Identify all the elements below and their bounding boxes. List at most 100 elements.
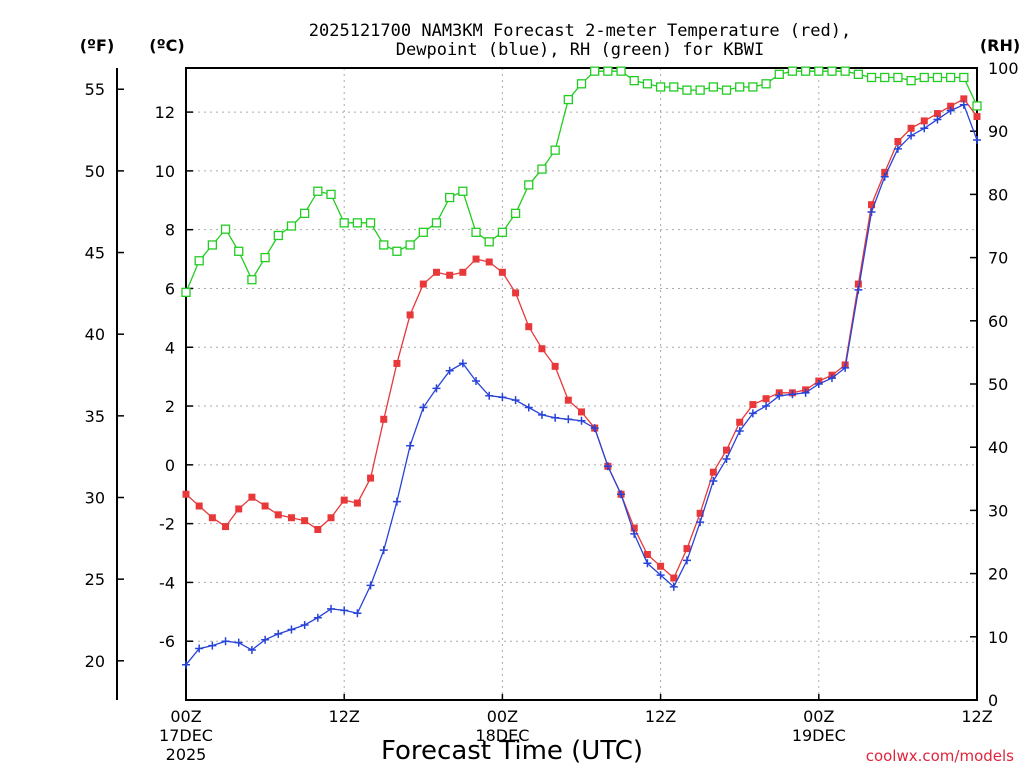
x-tick-label: 12Z [329,707,360,726]
fahrenheit-tick-label: 40 [85,325,105,344]
dewpoint-point [485,391,494,400]
temperature-point [459,268,467,276]
chart-title-line2: Dewpoint (blue), RH (green) for KBWI [396,40,764,60]
dewpoint-point [366,581,375,590]
temperature-point [709,468,717,476]
rh-point [352,218,363,228]
temperature-point [287,514,295,522]
x-tick-date-label: 17DEC [159,726,213,745]
dewpoint-point [973,136,981,145]
dewpoint-point [419,403,428,412]
rh-point [669,82,679,92]
dewpoint-point [551,413,560,422]
dewpoint-point [590,424,599,433]
dewpoint-point [498,393,507,402]
temperature-point [630,524,638,532]
dewpoint-point [959,100,968,109]
rh-point [787,66,798,76]
dewpoint-point [682,556,691,565]
fahrenheit-tick-label: 45 [85,244,105,263]
rh-point [379,240,389,250]
x-tick-date-label: 18DEC [475,726,529,745]
dewpoint-point [617,490,626,499]
data-series [181,66,982,669]
rh-point [405,240,415,250]
rh-point [695,85,705,95]
rh-point [537,164,547,174]
dewpoint-point [274,629,283,638]
chart-title-line1: 2025121700 NAM3KM Forecast 2-meter Tempe… [309,21,851,41]
dewpoint-point [195,644,204,653]
dewpoint-point [577,416,586,425]
rh-point [326,189,336,200]
rh-point [761,79,771,89]
rh-point [563,94,573,105]
temperature-point [432,268,440,276]
dewpoint-point [920,124,929,133]
rh-point [247,275,257,285]
dewpoint-point [669,582,678,591]
dewpoint-point [656,571,665,580]
dewpoint-point [432,384,441,393]
dewpoint-point [801,388,810,397]
temperature-point [367,474,375,482]
temperature-point [208,514,216,522]
dewpoint-point [788,390,797,399]
plot-frame [185,67,978,701]
temperature-point [683,545,691,553]
rh-tick-label: 40 [988,438,1008,457]
x-tick-date-label: 19DEC [792,726,846,745]
rh-point [484,237,494,247]
rh-point [365,218,376,228]
temperature-point [498,268,506,276]
rh-point [721,85,732,95]
temperature-point [578,408,585,416]
rh-tick-label: 70 [988,249,1008,268]
dewpoint-point [327,604,336,613]
temperature-point [327,514,335,522]
dewpoint-point [933,115,942,124]
watermark: coolwx.com/models [866,747,1014,765]
series-relative-humidity [181,66,982,298]
temperature-point [960,95,968,103]
celsius-tick-label: -2 [159,515,175,534]
temperature-point [749,401,757,409]
rh-point [748,82,758,92]
rh-point [906,75,916,86]
dewpoint-point [537,410,546,419]
dewpoint-point [709,477,718,486]
rh-point [972,101,982,111]
rh-point [735,82,745,92]
fahrenheit-axis-unit: (ºF) [80,36,115,55]
temperature-point [235,505,243,513]
temperature-point [736,418,744,426]
dewpoint-point [458,359,467,368]
series-line-relative-humidity [185,70,978,293]
temperature-point [222,523,230,531]
x-tick-year-label: 2025 [166,745,207,764]
rh-point [800,66,811,76]
series-dewpoint [182,100,981,669]
celsius-tick-label: 2 [165,397,175,416]
rh-point [932,72,943,83]
temperature-point [564,396,572,404]
temperature-point [973,113,981,121]
dewpoint-point [841,363,850,372]
rh-tick-label: 0 [988,691,998,710]
temperature-point [406,311,414,319]
rh-point [471,227,481,237]
temperature-point [340,496,348,504]
x-axis-label: Forecast Time (UTC) [381,736,643,766]
fahrenheit-tick-label: 20 [85,652,105,671]
celsius-axis-unit: (ºC) [149,36,184,55]
celsius-tick-label: 10 [155,162,175,181]
temperature-point [274,511,282,519]
rh-point [840,66,850,76]
rh-point [339,218,349,228]
dewpoint-point [630,529,639,538]
rh-point [418,227,428,237]
rh-point [313,186,323,196]
temperature-point [947,102,955,110]
x-tick-label: 00Z [487,707,518,726]
